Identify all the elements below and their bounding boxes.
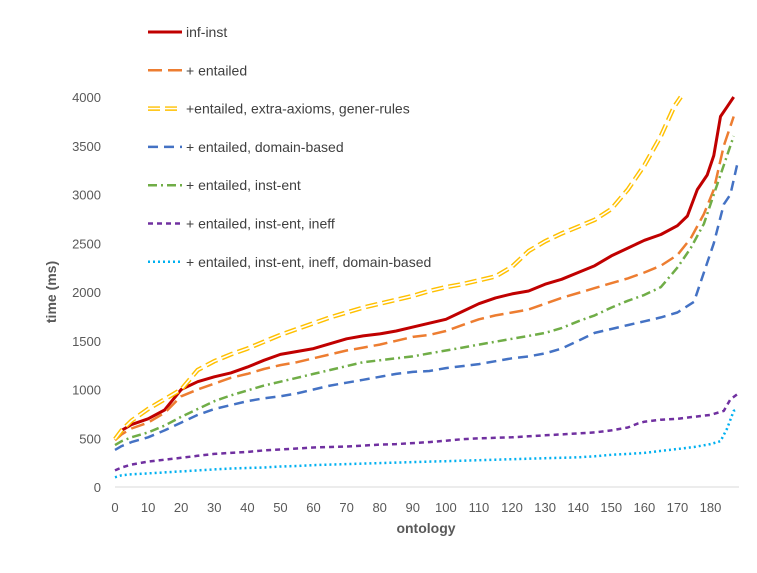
x-tick-label: 180 (700, 500, 722, 515)
legend-item: + entailed, domain-based (148, 139, 344, 155)
y-tick-label: 0 (94, 480, 101, 495)
x-tick-label: 70 (339, 500, 353, 515)
x-tick-label: 100 (435, 500, 457, 515)
legend-label: inf-inst (186, 24, 227, 40)
series-line-5 (114, 135, 735, 447)
legend-item: + entailed (148, 62, 247, 78)
x-tick-label: 50 (273, 500, 287, 515)
x-tick-label: 130 (534, 500, 556, 515)
x-tick-label: 60 (306, 500, 320, 515)
x-axis-title: ontology (396, 520, 455, 536)
x-tick-label: 170 (667, 500, 689, 515)
x-tick-label: 10 (141, 500, 155, 515)
legend-label: + entailed, inst-ent, ineff (186, 216, 335, 232)
y-tick-label: 500 (79, 431, 101, 446)
x-axis-ticks: 0 10 20 30 40 50 60 70 80 90 100 110 120 130 140 150 160… (111, 500, 721, 515)
y-tick-label: 1000 (72, 383, 101, 398)
y-axis-title: time (ms) (43, 261, 59, 323)
series-line-3 (113, 95, 683, 441)
legend-item: + entailed, inst-ent, ineff, domain-base… (148, 254, 431, 270)
legend-label: + entailed, inst-ent (186, 177, 301, 193)
x-tick-label: 150 (600, 500, 622, 515)
y-axis-ticks: 0 500 1000 1500 2000 2500 3000 3500 4000 (72, 90, 101, 495)
y-tick-label: 3500 (72, 139, 101, 154)
x-tick-label: 40 (240, 500, 254, 515)
series-line-6 (114, 393, 738, 472)
legend-item: + entailed, inst-ent (148, 177, 301, 193)
y-tick-label: 3000 (72, 188, 101, 203)
legend-label: + entailed, domain-based (186, 139, 344, 155)
legend-item: +entailed, extra-axioms, gener-rules (148, 101, 410, 117)
x-tick-label: 0 (111, 500, 118, 515)
y-tick-label: 4000 (72, 90, 101, 105)
series-line-2 (114, 116, 735, 442)
legend-item: + entailed, inst-ent, ineff (148, 216, 335, 232)
legend-label: + entailed (186, 62, 247, 78)
plot-area (113, 95, 739, 479)
x-tick-label: 20 (174, 500, 188, 515)
x-tick-label: 120 (501, 500, 523, 515)
x-tick-label: 90 (406, 500, 420, 515)
legend-item: inf-inst (148, 24, 227, 40)
y-tick-label: 2500 (72, 236, 101, 251)
x-tick-label: 140 (567, 500, 589, 515)
y-tick-label: 2000 (72, 285, 101, 300)
legend: inf-inst + entailed +entailed, extra-axiom… (148, 24, 431, 270)
x-tick-label: 110 (469, 500, 490, 515)
y-tick-label: 1500 (72, 334, 101, 349)
series-line-1 (113, 96, 735, 440)
x-tick-label: 80 (372, 500, 386, 515)
x-tick-label: 30 (207, 500, 221, 515)
series-line-7 (114, 407, 738, 479)
x-tick-label: 160 (634, 500, 656, 515)
legend-label: +entailed, extra-axioms, gener-rules (186, 101, 410, 117)
series-line-4 (114, 165, 739, 451)
legend-label: + entailed, inst-ent, ineff, domain-base… (186, 254, 431, 270)
